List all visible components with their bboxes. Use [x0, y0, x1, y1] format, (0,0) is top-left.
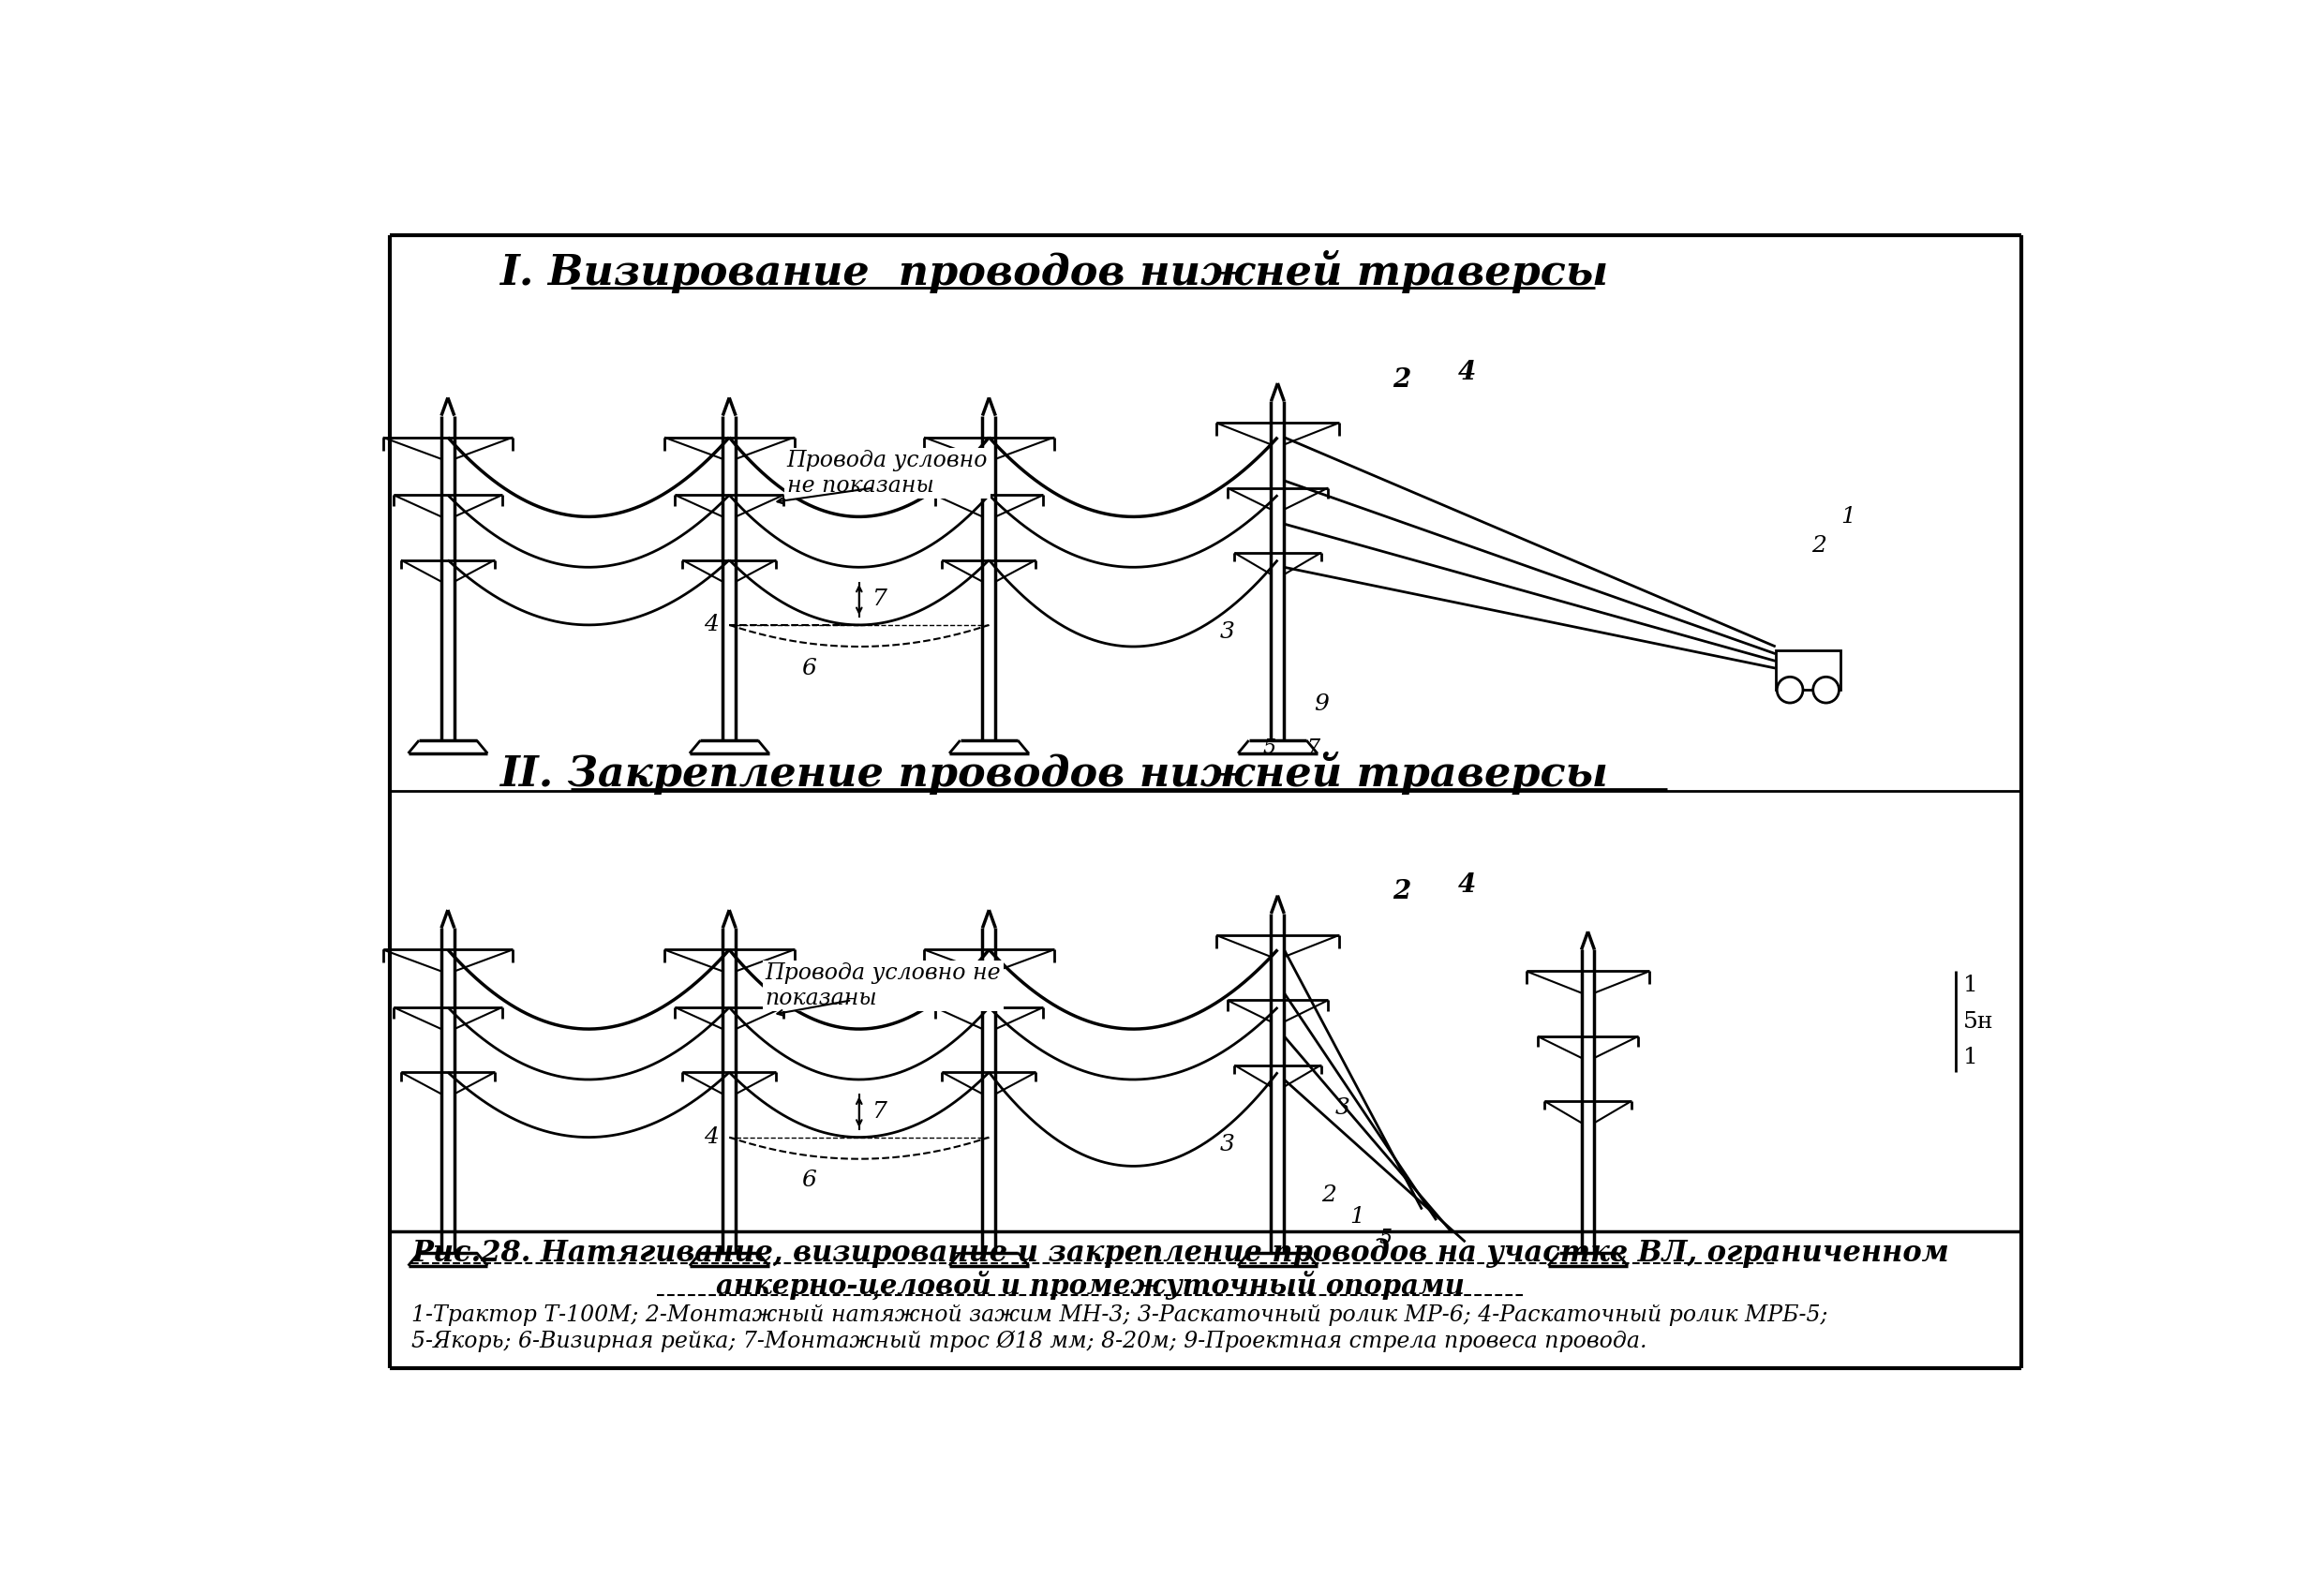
Text: 2: 2	[1320, 1184, 1336, 1205]
Text: 9: 9	[1313, 693, 1329, 716]
Text: 2: 2	[1392, 880, 1411, 904]
Text: 3: 3	[1220, 622, 1234, 642]
Text: 1: 1	[1841, 505, 1855, 528]
Text: 1: 1	[1350, 1205, 1364, 1227]
Text: 4: 4	[704, 1127, 718, 1148]
Text: Провода условно
не показаны: Провода условно не показаны	[788, 450, 988, 497]
Text: 1: 1	[1964, 1047, 1978, 1068]
Bar	[1776, 650, 1841, 690]
Text: 2: 2	[1813, 536, 1827, 556]
Text: 1-Трактор Т-100М; 2-Монтажный натяжной зажим МН-3; 3-Раскаточный ролик МР-6; 4-Р: 1-Трактор Т-100М; 2-Монтажный натяжной з…	[411, 1305, 1829, 1326]
Text: 7: 7	[1306, 738, 1320, 757]
Text: 4: 4	[1457, 872, 1476, 897]
Text: 1: 1	[1964, 976, 1978, 996]
Text: 5: 5	[1378, 1227, 1392, 1248]
Text: 5: 5	[1264, 738, 1276, 757]
Text: 3: 3	[1220, 1133, 1234, 1156]
Text: 4: 4	[704, 614, 718, 636]
Text: 5-Якорь; 6-Визирная рейка; 7-Монтажный трос Ø18 мм; 8-20м; 9-Проектная стрела пр: 5-Якорь; 6-Визирная рейка; 7-Монтажный т…	[411, 1331, 1648, 1352]
Text: II. Закрепление проводов нижней траверсы: II. Закрепление проводов нижней траверсы	[500, 751, 1608, 794]
Text: Провода условно не
показаны: Провода условно не показаны	[765, 963, 1002, 1009]
Text: I. Визирование  проводов нижней траверсы: I. Визирование проводов нижней траверсы	[500, 250, 1608, 293]
Text: 6: 6	[802, 1170, 816, 1191]
Circle shape	[1813, 677, 1838, 703]
Text: 6: 6	[802, 657, 816, 679]
Circle shape	[1778, 677, 1803, 703]
Text: Рис.28. Натягивание, визирование и закрепление проводов на участке ВЛ, ограничен: Рис.28. Натягивание, визирование и закре…	[411, 1239, 1950, 1267]
Text: 5н: 5н	[1964, 1011, 1994, 1033]
Text: 2: 2	[1392, 367, 1411, 392]
Text: 4: 4	[1457, 360, 1476, 386]
Text: анкерно-целовой и промежуточный опорами: анкерно-целовой и промежуточный опорами	[716, 1270, 1464, 1299]
Text: 7: 7	[872, 588, 888, 611]
Text: 7: 7	[872, 1101, 888, 1122]
Text: 3: 3	[1336, 1098, 1350, 1119]
